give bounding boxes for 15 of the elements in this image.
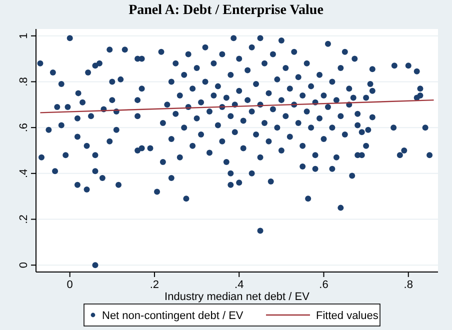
y-tick-label: .2 [18,214,30,224]
y-tick-label: 0 [18,262,30,268]
chart-title: Panel A: Debt / Enterprise Value [128,3,324,18]
y-tick-label: .8 [18,77,30,86]
y-tick-label: 1 [18,32,30,39]
x-tick-label: .6 [319,279,328,291]
x-tick-label: .8 [404,279,413,291]
x-tick-label: 0 [66,279,73,291]
y-tick-label: .4 [18,168,30,178]
y-tick-label: .6 [18,122,30,132]
x-axis-title: Industry median net debt / EV [164,291,310,303]
legend-label: Fitted values [316,310,379,322]
x-tick-label: .2 [150,279,160,291]
x-tick-label: .4 [234,279,244,291]
legend-label: Net non-contingent debt / EV [102,310,244,322]
